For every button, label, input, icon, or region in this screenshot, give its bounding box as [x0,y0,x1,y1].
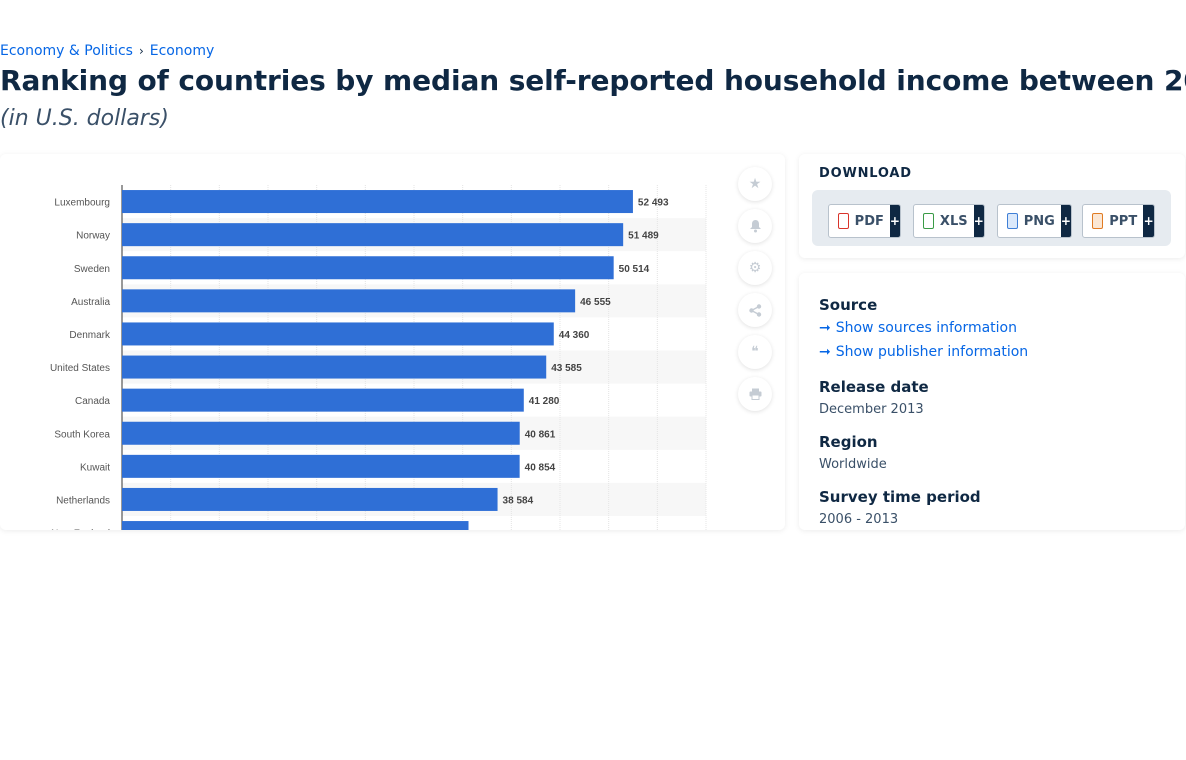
share-icon[interactable] [738,293,772,327]
category-label: Canada [75,396,110,407]
show-publisher-link[interactable]: ➞ Show publisher information [819,344,1029,360]
breadcrumb-item-economy[interactable]: Economy [149,43,215,59]
value-label: 46 555 [580,297,611,308]
value-label: 40 854 [525,462,556,473]
category-label: Norway [76,231,110,242]
plus-icon: + [889,205,900,237]
arrow-right-icon: ➞ [819,320,831,336]
bar [122,421,520,445]
page-title: Ranking of countries by median self-repo… [0,64,1186,97]
download-title: DOWNLOAD [819,166,912,181]
gear-icon[interactable]: ⚙ [738,251,772,285]
bar [122,388,524,412]
download-xls-button[interactable]: XLS + [913,204,985,238]
plus-icon: + [1060,205,1071,237]
show-sources-link[interactable]: ➞ Show sources information [819,320,1017,336]
bar [122,454,520,478]
category-label: Netherlands [56,495,110,506]
plus-icon: + [1143,205,1154,237]
arrow-right-icon: ➞ [819,344,831,360]
category-label: United States [50,363,110,374]
release-date-label: Release date [819,378,929,396]
download-ppt-button[interactable]: PPT + [1082,204,1155,238]
download-card: DOWNLOAD PDF + XLS + PNG + PPT + [799,154,1185,258]
value-label: 40 861 [525,429,556,440]
chevron-right-icon: › [138,44,144,58]
star-icon[interactable]: ★ [738,167,772,201]
print-icon[interactable] [738,377,772,411]
category-label: Kuwait [80,462,110,473]
region-label: Region [819,433,878,451]
bar [122,322,554,346]
bar [122,190,633,214]
bar [122,355,547,379]
value-label: 44 360 [559,330,590,341]
survey-period-label: Survey time period [819,488,981,506]
survey-period-value: 2006 - 2013 [819,512,899,527]
bar [122,256,614,280]
bell-icon[interactable] [738,209,772,243]
value-label: 50 514 [619,264,650,275]
xls-file-icon [923,213,934,229]
category-label: South Korea [54,429,110,440]
category-label: Luxembourg [54,198,110,209]
value-label: 43 585 [551,363,582,374]
quote-icon[interactable]: ❝ [738,335,772,369]
category-label: Sweden [74,264,110,275]
region-value: Worldwide [819,457,887,472]
value-label: 41 280 [529,396,560,407]
source-label: Source [819,296,878,314]
bar [122,223,624,247]
value-label: 52 493 [638,198,669,209]
breadcrumb-item-economy-politics[interactable]: Economy & Politics [0,43,133,59]
category-label: Denmark [69,330,111,341]
bar [122,521,469,530]
chart-card: Luxembourg 52 493 Norway 51 489 Sweden 50 514… [0,154,785,530]
download-pdf-button[interactable]: PDF + [828,204,901,238]
ppt-file-icon [1092,213,1104,229]
bar-chart: Luxembourg 52 493 Norway 51 489 Sweden 50 514… [50,185,707,530]
statistic-info-card: Source ➞ Show sources information ➞ Show p… [799,273,1185,530]
bar [122,289,576,313]
value-label: 51 489 [628,231,659,242]
download-png-button[interactable]: PNG + [997,204,1072,238]
category-label: Australia [71,297,110,308]
release-date-value: December 2013 [819,402,924,417]
pdf-file-icon [838,213,849,229]
value-label: 38 584 [503,495,534,506]
download-bar: PDF + XLS + PNG + PPT + [812,190,1171,246]
bar [122,487,498,511]
page-subtitle: (in U.S. dollars) [0,106,169,131]
chart-toolbar: ★ ⚙ ❝ [738,167,772,419]
category-label: New Zealand [51,529,110,530]
breadcrumb: Economy & Politics › Economy [0,43,214,59]
plus-icon: + [973,205,984,237]
png-file-icon [1007,213,1018,229]
